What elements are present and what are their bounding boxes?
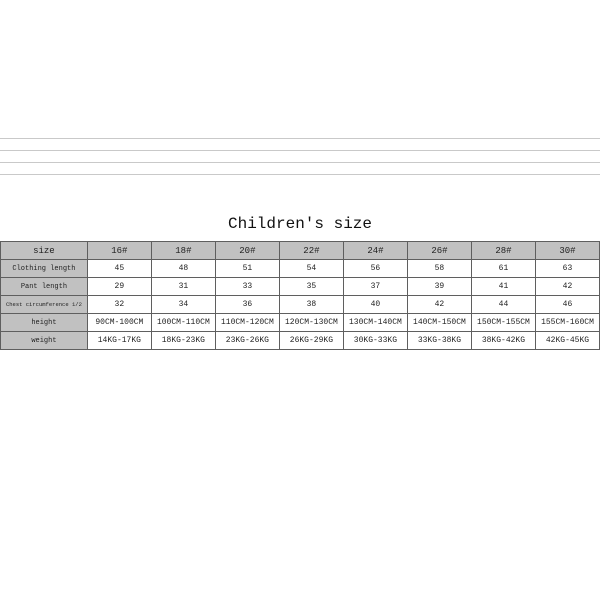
table-cell: 41 <box>471 278 535 296</box>
table-cell: 33KG-38KG <box>407 332 471 350</box>
table-cell: 90CM-100CM <box>87 314 151 332</box>
table-cell: 37 <box>343 278 407 296</box>
table-cell: 51 <box>215 260 279 278</box>
table-cell: 110CM-120CM <box>215 314 279 332</box>
size-table: size 16# 18# 20# 22# 24# 26# 28# 30# Clo… <box>0 241 600 350</box>
row-label: weight <box>1 332 88 350</box>
col-26: 26# <box>407 242 471 260</box>
table-cell: 38 <box>279 296 343 314</box>
table-cell: 45 <box>87 260 151 278</box>
col-16: 16# <box>87 242 151 260</box>
table-row: Clothing length4548515456586163 <box>1 260 600 278</box>
col-24: 24# <box>343 242 407 260</box>
table-cell: 36 <box>215 296 279 314</box>
table-cell: 26KG-29KG <box>279 332 343 350</box>
table-cell: 42 <box>535 278 599 296</box>
table-row: weight14KG-17KG18KG-23KG23KG-26KG26KG-29… <box>1 332 600 350</box>
thin-line <box>0 138 600 139</box>
table-cell: 39 <box>407 278 471 296</box>
table-cell: 42KG-45KG <box>535 332 599 350</box>
thin-line <box>0 174 600 175</box>
row-label: Clothing length <box>1 260 88 278</box>
col-20: 20# <box>215 242 279 260</box>
table-cell: 56 <box>343 260 407 278</box>
table-row: Chest circumference 1/23234363840424446 <box>1 296 600 314</box>
table-cell: 44 <box>471 296 535 314</box>
table-row: height90CM-100CM100CM-110CM110CM-120CM12… <box>1 314 600 332</box>
table-cell: 33 <box>215 278 279 296</box>
row-label: Chest circumference 1/2 <box>1 296 88 314</box>
table-cell: 100CM-110CM <box>151 314 215 332</box>
page-title: Children's size <box>0 215 600 233</box>
table-cell: 40 <box>343 296 407 314</box>
table-cell: 120CM-130CM <box>279 314 343 332</box>
table-cell: 23KG-26KG <box>215 332 279 350</box>
decorative-lines <box>0 0 600 175</box>
table-header-row: size 16# 18# 20# 22# 24# 26# 28# 30# <box>1 242 600 260</box>
col-28: 28# <box>471 242 535 260</box>
table-cell: 63 <box>535 260 599 278</box>
table-cell: 14KG-17KG <box>87 332 151 350</box>
thin-line <box>0 150 600 151</box>
table-cell: 48 <box>151 260 215 278</box>
row-label: Pant length <box>1 278 88 296</box>
table-cell: 30KG-33KG <box>343 332 407 350</box>
table-cell: 150CM-155CM <box>471 314 535 332</box>
table-row: Pant length2931333537394142 <box>1 278 600 296</box>
row-label: height <box>1 314 88 332</box>
table-cell: 140CM-150CM <box>407 314 471 332</box>
table-cell: 38KG-42KG <box>471 332 535 350</box>
table-cell: 46 <box>535 296 599 314</box>
table-cell: 32 <box>87 296 151 314</box>
table-cell: 31 <box>151 278 215 296</box>
col-22: 22# <box>279 242 343 260</box>
thin-line <box>0 162 600 163</box>
table-cell: 61 <box>471 260 535 278</box>
table-cell: 18KG-23KG <box>151 332 215 350</box>
col-18: 18# <box>151 242 215 260</box>
table-cell: 155CM-160CM <box>535 314 599 332</box>
table-cell: 42 <box>407 296 471 314</box>
table-body: Clothing length4548515456586163Pant leng… <box>1 260 600 350</box>
table-cell: 34 <box>151 296 215 314</box>
table-cell: 58 <box>407 260 471 278</box>
col-30: 30# <box>535 242 599 260</box>
table-cell: 54 <box>279 260 343 278</box>
table-cell: 130CM-140CM <box>343 314 407 332</box>
table-cell: 29 <box>87 278 151 296</box>
table-cell: 35 <box>279 278 343 296</box>
col-size: size <box>1 242 88 260</box>
